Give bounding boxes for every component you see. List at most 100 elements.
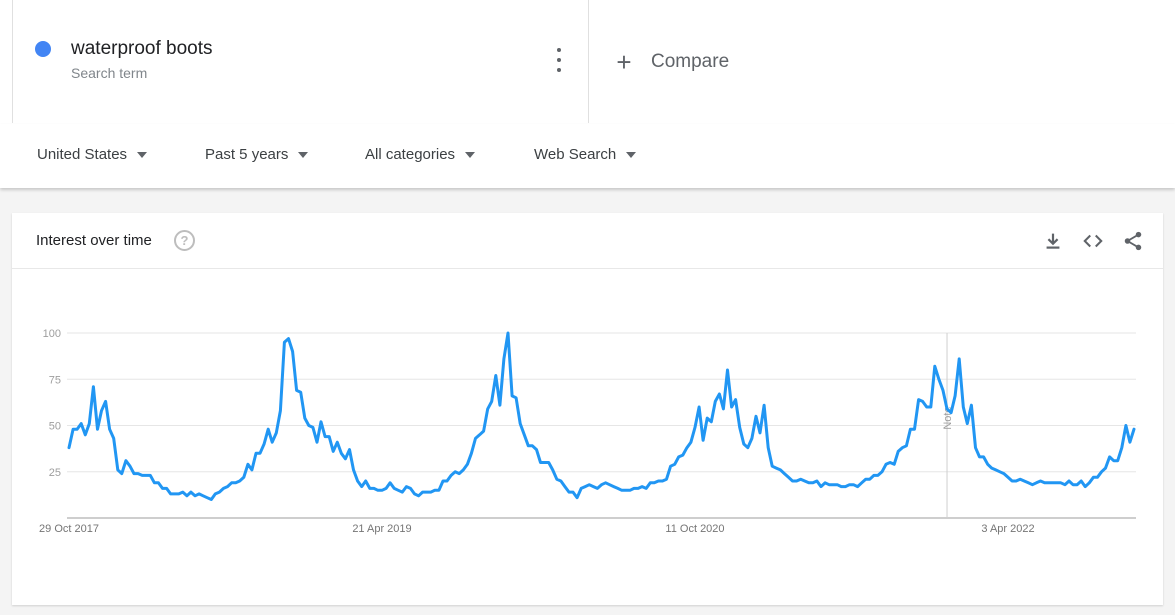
data-point [824,482,826,484]
data-point [470,452,472,454]
data-point [913,428,915,430]
data-point [970,404,972,406]
dropdown-arrow-icon [626,151,637,158]
data-point [921,400,923,402]
data-point [1072,484,1074,486]
data-point [552,469,554,471]
data-point [487,408,489,410]
data-point [365,480,367,482]
data-point [88,422,90,424]
data-point [336,441,338,443]
data-point [942,389,944,391]
data-point [243,476,245,478]
data-point [1129,441,1131,443]
data-point [1104,467,1106,469]
filter-category[interactable]: All categories [365,146,476,163]
filter-time-range[interactable]: Past 5 years [205,146,309,163]
data-point [934,365,936,367]
compare-button[interactable]: + Compare [612,46,729,78]
data-point [141,474,143,476]
data-point [393,487,395,489]
data-point [287,337,289,339]
data-point [515,397,517,399]
data-point [1092,476,1094,478]
data-point [434,489,436,491]
data-point [795,480,797,482]
data-point [649,482,651,484]
data-point [125,460,127,462]
data-point [304,417,306,419]
interest-over-time-card: Interest over time ? 25 50 75 100 29 Oct 201… [12,213,1163,605]
data-point [1052,482,1054,484]
data-point [291,350,293,352]
data-point [718,393,720,395]
plus-icon: + [616,47,632,77]
data-point [218,491,220,493]
data-point [556,478,558,480]
data-point [72,428,74,430]
data-point [889,461,891,463]
data-point [1023,480,1025,482]
data-point [275,432,277,434]
filter-search-type-label: Web Search [534,146,617,163]
data-point [982,456,984,458]
data-point [543,461,545,463]
data-point [653,482,655,484]
share-icon[interactable] [1122,230,1144,252]
search-term-name[interactable]: waterproof boots [71,38,213,59]
download-icon[interactable] [1042,230,1064,252]
filter-bar: United States Past 5 years All categorie… [0,124,1175,188]
data-point [645,487,647,489]
data-point [917,398,919,400]
data-point [117,469,119,471]
data-point [458,472,460,474]
data-point [157,482,159,484]
data-point [974,447,976,449]
data-point [828,484,830,486]
filter-region[interactable]: United States [37,146,148,163]
data-point [239,480,241,482]
data-point [987,463,989,465]
data-point [308,424,310,426]
data-point [149,474,151,476]
data-point [1027,482,1029,484]
data-point [739,426,741,428]
data-point [856,485,858,487]
data-point [926,406,928,408]
embed-code-icon[interactable] [1082,230,1104,252]
data-point [938,378,940,380]
x-tick-label-1: 21 Apr 2019 [352,523,411,535]
data-point [600,484,602,486]
data-point [686,447,688,449]
data-point [161,487,163,489]
data-point [377,489,379,491]
filter-search-type[interactable]: Web Search [534,146,637,163]
top-bar: waterproof boots Search term + Compare [0,0,1175,125]
data-point [1088,482,1090,484]
data-point [584,485,586,487]
data-point [1035,482,1037,484]
data-point [255,452,257,454]
data-point [133,472,135,474]
data-point [820,485,822,487]
search-term-card[interactable]: waterproof boots Search term [12,0,589,123]
y-tick-label-100: 100 [43,328,61,340]
data-point [507,332,509,334]
x-tick-label-2: 11 Oct 2020 [665,523,724,535]
data-point [100,410,102,412]
more-options-icon[interactable] [551,48,567,72]
data-point [385,487,387,489]
data-point [1084,485,1086,487]
data-point [1031,484,1033,486]
data-point [474,437,476,439]
data-point [832,484,834,486]
compare-label: Compare [651,51,730,72]
data-point [226,485,228,487]
data-point [454,471,456,473]
data-point [324,435,326,437]
data-point [279,410,281,412]
help-icon[interactable]: ? [174,230,195,251]
data-point [991,467,993,469]
data-point [747,447,749,449]
data-point [865,478,867,480]
